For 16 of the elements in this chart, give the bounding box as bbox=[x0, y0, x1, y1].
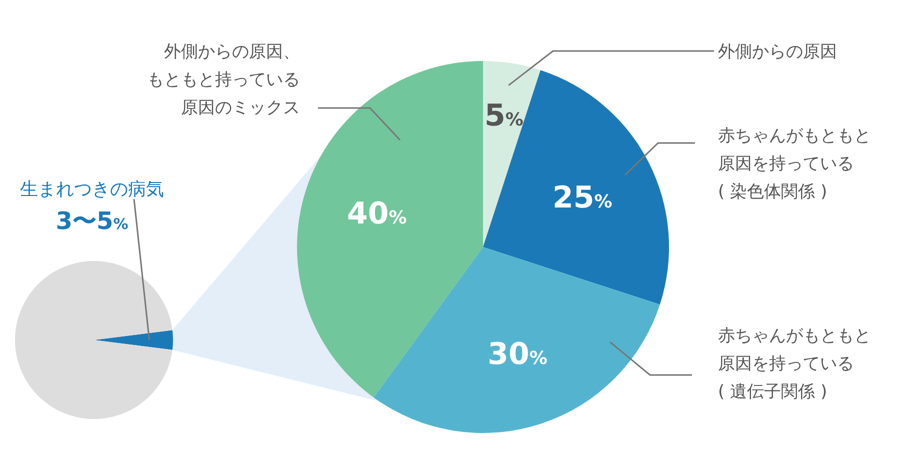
pie-slice bbox=[374, 247, 660, 433]
data-label: 5% bbox=[484, 98, 524, 134]
slice-label: 赤ちゃんがもともと原因を持っている( 遺伝子関係 ) bbox=[718, 326, 871, 402]
text: 3〜5% bbox=[56, 207, 128, 235]
slice-label: 赤ちゃんがもともと原因を持っている( 染色体関係 ) bbox=[718, 126, 871, 202]
data-label: 30% bbox=[488, 337, 548, 372]
slice-label: 外側からの原因、もともと持っている原因のミックス bbox=[147, 42, 300, 118]
pie-slice bbox=[297, 61, 483, 398]
pie-slice bbox=[15, 261, 172, 419]
data-label: 40% bbox=[346, 196, 407, 232]
pie-slice bbox=[483, 70, 669, 304]
slice-label: 生まれつきの病気 bbox=[20, 179, 164, 200]
data-label: 25% bbox=[552, 180, 612, 216]
pie-slice bbox=[94, 330, 173, 350]
pie-slice bbox=[483, 61, 540, 247]
slice-label: 外側からの原因 bbox=[718, 42, 837, 62]
